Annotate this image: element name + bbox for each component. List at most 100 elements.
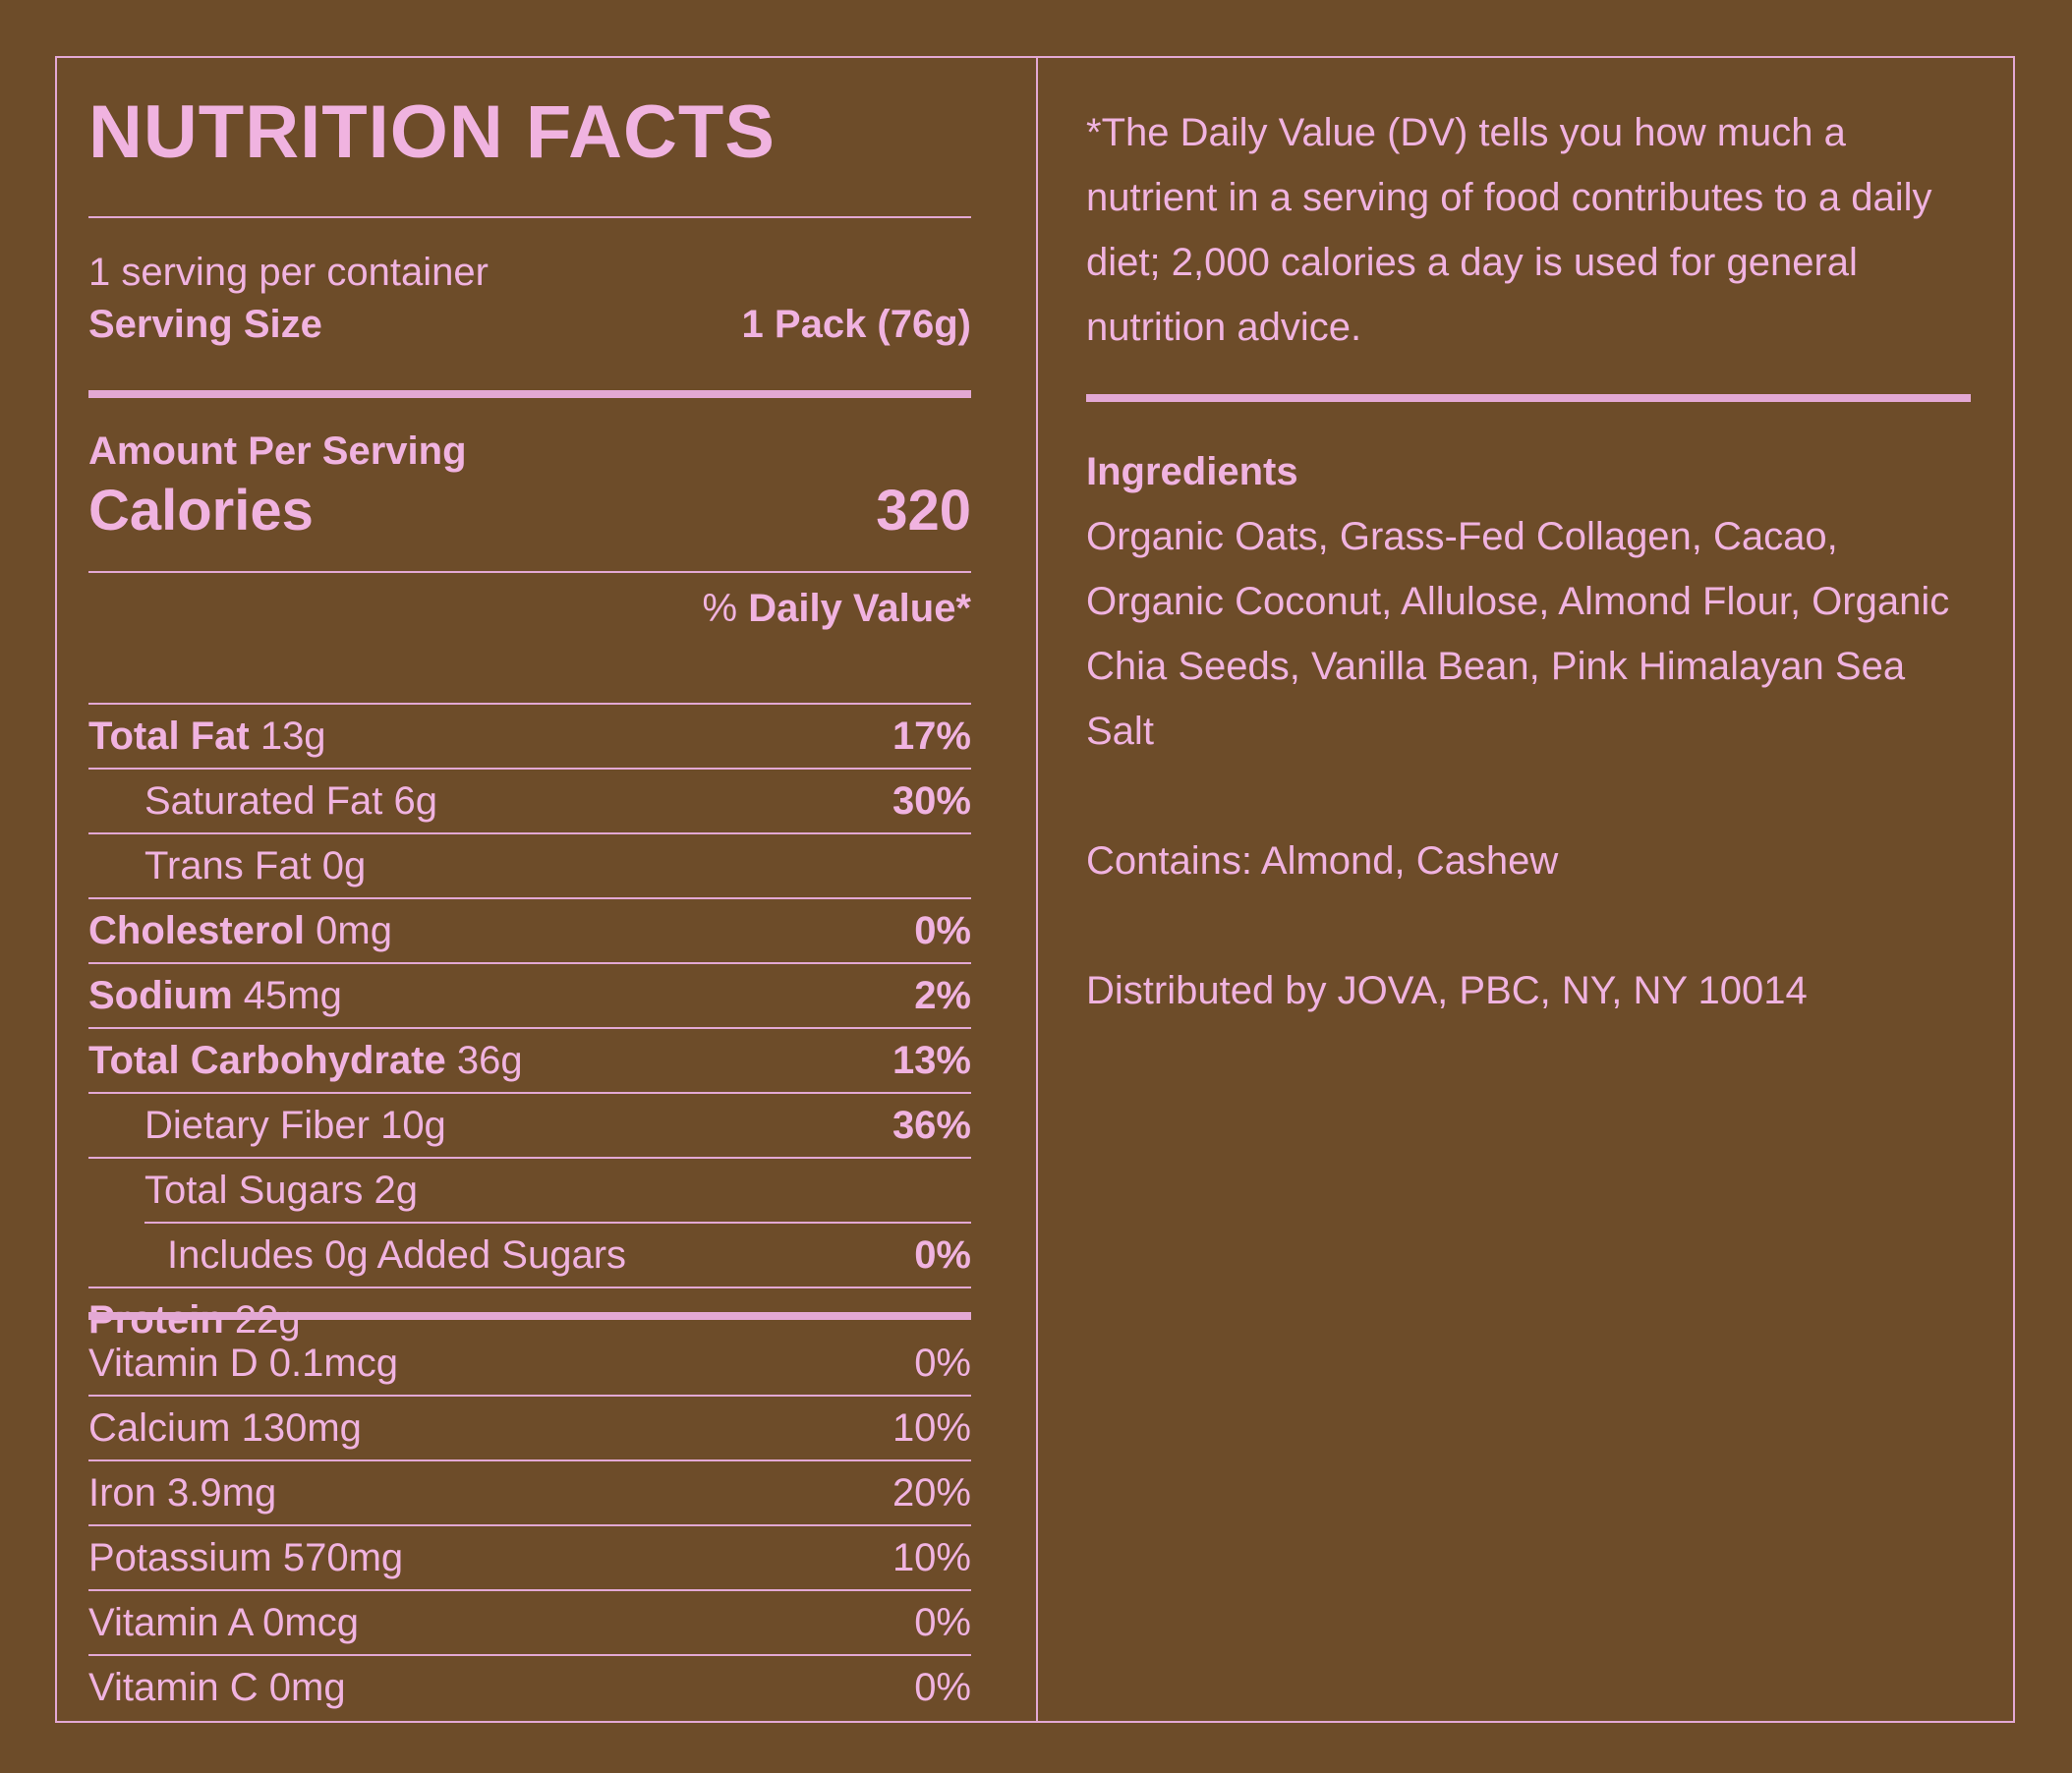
nutrient-name: Trans Fat 0g: [88, 846, 366, 886]
vitamin-divider: [88, 1459, 971, 1461]
vitamin-daily-value: 0%: [914, 1342, 971, 1385]
vitamin-daily-value: 0%: [914, 1666, 971, 1709]
nutrient-label: Sodium: [88, 974, 233, 1017]
vitamin-name: Iron 3.9mg: [88, 1471, 277, 1515]
vitamin-name: Potassium 570mg: [88, 1536, 404, 1579]
ingredients-heading: Ingredients: [1086, 450, 1298, 493]
nutrient-row: Cholesterol 0mg 0%: [88, 899, 971, 962]
nutrient-divider: [88, 1027, 971, 1029]
nutrient-amount: 0mg: [305, 909, 392, 952]
dv-percent-sign: %: [702, 587, 749, 630]
nutrient-label: Includes 0g Added Sugars: [167, 1233, 627, 1277]
nutrient-name: Includes 0g Added Sugars: [88, 1235, 626, 1275]
calories-value: 320: [876, 479, 971, 543]
nutrient-name: Total Sugars 2g: [88, 1171, 418, 1210]
serving-size-row: Serving Size 1 Pack (76g): [88, 305, 971, 344]
nutrient-row: Saturated Fat 6g 30%: [88, 770, 971, 832]
nutrient-daily-value: 36%: [892, 1104, 971, 1147]
nutrient-row: Total Carbohydrate 36g 13%: [88, 1029, 971, 1092]
title-rule: [88, 216, 971, 218]
nutrient-daily-value: 0%: [914, 1233, 971, 1277]
vitamin-name: Vitamin D 0.1mcg: [88, 1342, 398, 1385]
nutrient-row: Protein 22g: [88, 1288, 971, 1351]
daily-value-footnote: *The Daily Value (DV) tells you how much…: [1086, 111, 1932, 349]
vitamin-row: Vitamin D 0.1mcg 0%: [88, 1332, 971, 1395]
nutrient-name: Dietary Fiber 10g: [88, 1106, 446, 1145]
nutrient-label: Total Carbohydrate: [88, 1039, 446, 1082]
nutrient-name: Cholesterol 0mg: [88, 911, 392, 950]
vitamin-name: Vitamin C 0mg: [88, 1666, 346, 1709]
nutrient-amount: 45mg: [232, 974, 342, 1017]
nutrient-divider: [88, 703, 971, 705]
vitamin-daily-value: 0%: [914, 1601, 971, 1644]
nutrient-row: Dietary Fiber 10g 36%: [88, 1094, 971, 1157]
nutrient-amount: 10g: [369, 1104, 446, 1147]
servings-per-container: 1 serving per container: [88, 251, 489, 294]
nutrient-amount: 2g: [363, 1169, 418, 1212]
nutrient-row: Includes 0g Added Sugars 0%: [88, 1224, 971, 1287]
nutrient-divider: [88, 1287, 971, 1288]
vitamin-row: Vitamin A 0mcg 0%: [88, 1591, 971, 1654]
nutrient-divider: [88, 1157, 971, 1159]
vitamin-daily-value: 10%: [892, 1406, 971, 1450]
vitamin-row: Potassium 570mg 10%: [88, 1526, 971, 1589]
nutrient-name: Protein 22g: [88, 1300, 301, 1340]
ingredients-text: Organic Oats, Grass-Fed Collagen, Cacao,…: [1086, 515, 1950, 753]
allergen-statement: Contains: Almond, Cashew: [1086, 839, 1559, 883]
nutrient-divider: [88, 768, 971, 770]
nutrient-label: Trans Fat: [144, 844, 312, 887]
distributor-statement: Distributed by JOVA, PBC, NY, NY 10014: [1086, 969, 1808, 1012]
nutrients-rule: [88, 1312, 971, 1320]
amount-per-serving: Amount Per Serving: [88, 429, 467, 473]
nutrient-divider: [88, 832, 971, 834]
nutrient-label: Protein: [88, 1298, 224, 1342]
nutrition-title: NUTRITION FACTS: [88, 90, 776, 174]
nutrient-label: Cholesterol: [88, 909, 306, 952]
vitamin-row: Iron 3.9mg 20%: [88, 1461, 971, 1524]
nutrient-divider: [144, 1222, 971, 1224]
vitamin-name: Vitamin A 0mcg: [88, 1601, 359, 1644]
nutrient-daily-value: 0%: [914, 909, 971, 952]
calories-row: Calories 320: [88, 483, 971, 540]
nutrient-label: Dietary Fiber: [144, 1104, 370, 1147]
nutrient-label: Total Sugars: [144, 1169, 364, 1212]
dv-header-label: Daily Value*: [748, 587, 971, 630]
nutrient-label: Total Fat: [88, 715, 250, 758]
nutrient-daily-value: 13%: [892, 1039, 971, 1082]
nutrient-name: Total Fat 13g: [88, 716, 326, 756]
nutrient-divider: [88, 897, 971, 899]
nutrient-daily-value: 30%: [892, 779, 971, 823]
serving-size-value: 1 Pack (76g): [741, 303, 971, 346]
nutrient-row: Total Fat 13g 17%: [88, 705, 971, 768]
nutrient-daily-value: 2%: [914, 974, 971, 1017]
vitamin-name: Calcium 130mg: [88, 1406, 362, 1450]
vitamin-divider: [88, 1524, 971, 1526]
calories-rule: [88, 571, 971, 573]
vitamin-divider: [88, 1395, 971, 1397]
nutrient-row: Trans Fat 0g: [88, 834, 971, 897]
nutrient-row: Total Sugars 2g: [88, 1159, 971, 1222]
nutrient-divider: [88, 1092, 971, 1094]
label-frame: [55, 56, 2015, 1723]
nutrient-divider: [88, 962, 971, 964]
nutrient-amount: 22g: [223, 1298, 301, 1342]
nutrient-name: Saturated Fat 6g: [88, 781, 437, 821]
daily-value-header: % Daily Value*: [88, 589, 971, 628]
nutrient-daily-value: 17%: [892, 715, 971, 758]
vitamin-row: Vitamin C 0mg 0%: [88, 1656, 971, 1719]
calories-label: Calories: [88, 479, 314, 543]
column-divider: [1036, 56, 1038, 1723]
vitamin-divider: [88, 1654, 971, 1656]
info-rule: [1086, 394, 1971, 402]
nutrient-amount: 13g: [249, 715, 326, 758]
vitamin-row: Calcium 130mg 10%: [88, 1397, 971, 1459]
serving-size-label: Serving Size: [88, 303, 322, 346]
vitamin-daily-value: 20%: [892, 1471, 971, 1515]
nutrient-name: Sodium 45mg: [88, 976, 342, 1015]
nutrient-name: Total Carbohydrate 36g: [88, 1041, 523, 1080]
vitamin-divider: [88, 1589, 971, 1591]
nutrient-amount: 6g: [382, 779, 437, 823]
nutrient-amount: 36g: [445, 1039, 523, 1082]
vitamin-daily-value: 10%: [892, 1536, 971, 1579]
nutrient-amount: 0g: [311, 844, 367, 887]
